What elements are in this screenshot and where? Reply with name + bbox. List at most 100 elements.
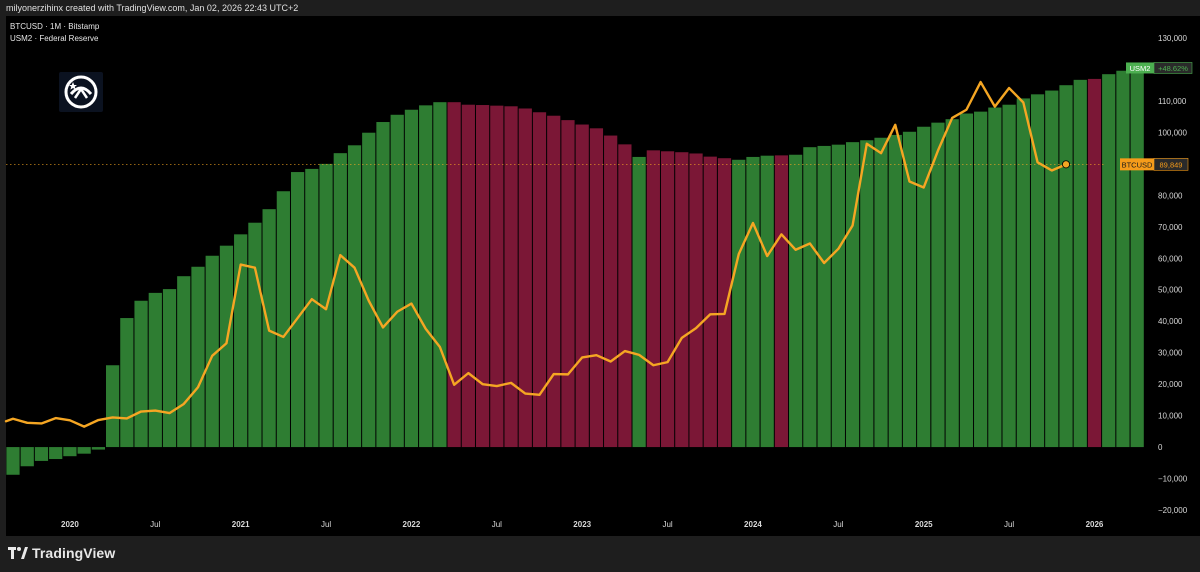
usm2-bar [703, 156, 717, 448]
x-tick-label: Jul [492, 520, 502, 529]
btcusd-line [4, 80, 1068, 428]
y-tick-label: 130,000 [1158, 34, 1187, 43]
x-tick-label: 2020 [61, 520, 79, 529]
usm2-bar [276, 191, 290, 448]
usm2-bar [575, 124, 589, 448]
usm2-bar [77, 447, 91, 454]
x-tick-label: 2021 [232, 520, 250, 529]
usm2-bar [475, 105, 490, 448]
usm2-bar [290, 172, 305, 448]
y-tick-label: 10,000 [1158, 412, 1183, 421]
usm2-bar [632, 156, 646, 448]
usm2-badge-name-text: USM2 [1130, 64, 1151, 73]
usm2-bar [205, 255, 219, 448]
x-tick-label: Jul [1004, 520, 1014, 529]
legend-usm2[interactable]: USM2 · Federal Reserve [10, 34, 99, 43]
usm2-bar [376, 122, 390, 448]
usm2-badge-change [1153, 62, 1193, 74]
usm2-bar [604, 135, 618, 448]
x-tick-label: 2026 [1086, 520, 1104, 529]
channel-logo-icon [59, 72, 103, 112]
usm2-bar [874, 137, 888, 448]
usm2-bar [917, 126, 931, 448]
usm2-bar [518, 108, 532, 448]
usm2-bar [390, 114, 404, 448]
usm2-bar [561, 120, 575, 448]
btcusd-last-point [1062, 160, 1071, 169]
usm2-bar [219, 245, 234, 448]
y-tick-label: 100,000 [1158, 128, 1187, 137]
legend-btcusd[interactable]: BTCUSD · 1M · Bitstamp [10, 22, 100, 31]
tradingview-brand[interactable]: TradingView [8, 545, 115, 561]
y-tick-label: 80,000 [1158, 191, 1183, 200]
usm2-bar [91, 447, 105, 450]
usm2-bar [931, 122, 945, 448]
attribution-text: milyonerzihinx created with TradingView.… [6, 3, 299, 13]
usm2-bar [1002, 104, 1016, 448]
usm2-bar [974, 111, 988, 448]
usm2-badge-change-text: +48.62% [1158, 64, 1188, 73]
usm2-bar [162, 289, 177, 448]
time-axis [6, 516, 1200, 536]
x-tick-label: 2023 [573, 520, 591, 529]
usm2-bar [6, 447, 20, 475]
y-tick-label: −10,000 [1158, 475, 1188, 484]
usm2-bar [589, 128, 604, 448]
usm2-bar [248, 222, 262, 448]
usm2-bar [461, 104, 475, 448]
usm2-bar [988, 107, 1002, 448]
usm2-bar [717, 158, 732, 448]
chart-header: milyonerzihinx created with TradingView.… [0, 0, 1200, 16]
x-tick-label: Jul [321, 520, 331, 529]
usm2-bar [646, 150, 660, 448]
usm2-bar [845, 142, 860, 448]
usm2-bar [660, 151, 675, 448]
y-tick-label: 0 [1158, 443, 1163, 452]
usm2-bar [106, 365, 120, 448]
usm2-bar [1102, 74, 1116, 448]
usm2-bar [689, 153, 703, 448]
usm2-bar [419, 105, 433, 448]
usm2-bar [774, 155, 789, 448]
usm2-bar [404, 109, 419, 448]
usm2-bar [120, 318, 134, 448]
usm2-bar [63, 447, 77, 457]
usm2-bar [760, 155, 774, 448]
usm2-bar [333, 153, 347, 448]
usm2-bar [490, 105, 504, 448]
usm2-bar [1059, 85, 1073, 448]
usm2-bar [1130, 69, 1144, 448]
y-tick-label: 20,000 [1158, 380, 1183, 389]
usm2-bar [148, 292, 162, 448]
usm2-bar [362, 132, 376, 448]
usm2-bar [1016, 98, 1030, 448]
usm2-bar [134, 300, 148, 448]
y-tick-label: 50,000 [1158, 286, 1183, 295]
usm2-bar [860, 140, 874, 448]
usm2-bar [49, 447, 63, 460]
y-tick-label: 110,000 [1158, 97, 1187, 106]
usm2-bar [305, 168, 319, 448]
x-tick-label: Jul [150, 520, 160, 529]
usm2-bar [746, 156, 760, 448]
footer [0, 536, 1200, 572]
usm2-bar [34, 447, 49, 461]
usm2-bar [945, 119, 959, 448]
usm2-bar [177, 276, 191, 448]
usm2-bar [959, 113, 974, 448]
usm2-bar [504, 106, 518, 448]
usm2-bar [20, 447, 34, 467]
usm2-bar [803, 147, 817, 448]
y-tick-label: 30,000 [1158, 349, 1183, 358]
usm2-bar [1116, 70, 1130, 448]
usm2-bar [191, 266, 205, 448]
usm2-bar [1030, 94, 1045, 448]
y-tick-label: 70,000 [1158, 223, 1183, 232]
x-tick-label: Jul [833, 520, 843, 529]
usm2-bar [675, 152, 689, 448]
usm2-bar [902, 131, 917, 448]
usm2-bar [347, 145, 362, 448]
y-tick-label: 60,000 [1158, 254, 1183, 263]
tradingview-brand-text: TradingView [32, 545, 116, 561]
